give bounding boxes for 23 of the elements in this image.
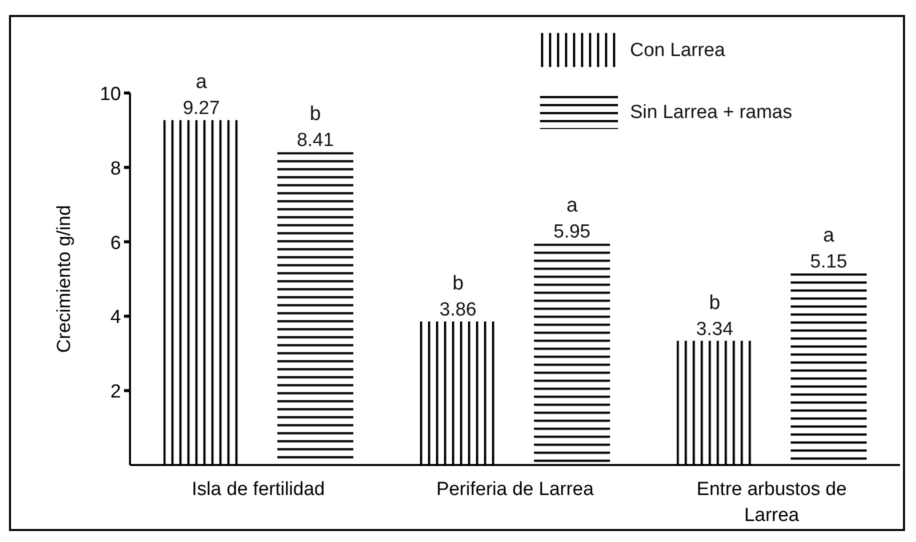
y-tick-label: 8	[110, 158, 121, 180]
y-axis-title: Crecimiento g/ind	[54, 205, 75, 353]
annotation: a	[196, 71, 208, 94]
legend-label: Sin Larrea + ramas	[630, 102, 792, 123]
y-tick-label: 4	[110, 307, 122, 328]
y-tick-label: 6	[110, 232, 121, 254]
annotation: a	[823, 224, 836, 246]
x-tick-label: Entre arbustos de Larrea	[696, 479, 847, 526]
y-tick-label: 2	[110, 382, 121, 403]
y-tick-label: 10	[100, 84, 121, 105]
data-label: 8.41	[296, 130, 334, 152]
annotation: b	[310, 103, 321, 126]
data-label: 5.15	[810, 251, 848, 272]
annotation: b	[452, 272, 464, 294]
data-label: 5.95	[554, 222, 590, 243]
annotation: b	[709, 292, 720, 314]
x-tick-label: Periferia de Larrea	[436, 479, 594, 500]
data-label: 9.27	[182, 98, 220, 120]
legend-label: Con Larrea	[630, 40, 726, 61]
data-label: 3.34	[696, 318, 734, 340]
x-tick-label: Isla de fertilidad	[192, 479, 325, 500]
annotation: a	[566, 194, 578, 217]
data-label: 3.86	[440, 299, 476, 320]
